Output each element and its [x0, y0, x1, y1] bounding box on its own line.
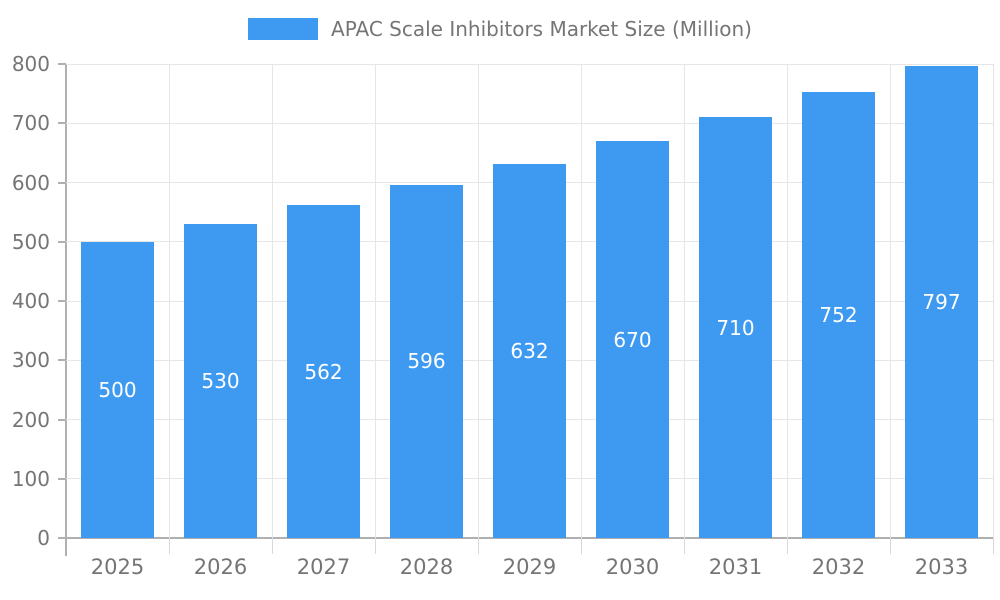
bar-2027[interactable]: 562 — [287, 205, 360, 538]
bar-value-label: 710 — [716, 315, 755, 340]
x-axis-tick — [374, 538, 376, 554]
y-axis-tick — [58, 63, 66, 65]
bar-value-label: 797 — [922, 289, 961, 314]
x-axis-tick — [168, 538, 170, 554]
x-gridline — [271, 64, 273, 538]
y-axis-tick — [58, 122, 66, 125]
x-gridline — [374, 64, 376, 538]
legend-swatch-icon — [248, 18, 319, 40]
x-gridline — [786, 64, 788, 538]
x-axis-tick — [992, 538, 994, 554]
x-gridline — [683, 64, 685, 538]
x-axis-label: 2030 — [605, 555, 660, 579]
x-axis-tick — [580, 538, 582, 554]
y-axis-line — [65, 64, 67, 556]
bar-value-label: 670 — [613, 327, 652, 352]
legend-label: APAC Scale Inhibitors Market Size (Milli… — [331, 17, 752, 41]
bar-value-label: 752 — [819, 303, 858, 328]
x-gridline — [889, 64, 891, 538]
y-axis-label: 500 — [11, 229, 50, 254]
y-axis-label: 300 — [11, 348, 50, 373]
bar-value-label: 596 — [407, 349, 446, 374]
bar-2029[interactable]: 632 — [493, 163, 566, 538]
chart-legend[interactable]: APAC Scale Inhibitors Market Size (Milli… — [0, 17, 1000, 41]
bar-value-label: 500 — [98, 377, 137, 402]
y-axis-tick — [58, 240, 66, 243]
x-axis-line — [58, 537, 993, 539]
bar-value-label: 632 — [510, 338, 549, 363]
y-axis-label: 600 — [11, 170, 50, 195]
y-gridline — [66, 63, 993, 65]
bar-value-label: 562 — [304, 359, 343, 384]
x-axis-tick — [889, 538, 891, 554]
x-gridline — [477, 64, 479, 538]
bar-2032[interactable]: 752 — [802, 92, 875, 538]
y-axis-label: 200 — [11, 407, 50, 432]
bar-2033[interactable]: 797 — [905, 65, 978, 538]
bar-value-label: 530 — [201, 368, 240, 393]
plot-area: 0 100 200 300 400 500 600 700 800 500 2025 530 2026 5… — [12, 52, 994, 579]
x-axis-label: 2028 — [399, 555, 454, 579]
y-axis-label: 0 — [37, 526, 50, 550]
y-axis-tick — [58, 359, 66, 362]
y-axis-tick — [58, 477, 66, 480]
x-gridline — [992, 64, 994, 538]
bar-2026[interactable]: 530 — [184, 223, 257, 538]
bar-2031[interactable]: 710 — [699, 117, 772, 538]
x-axis-tick — [786, 538, 788, 554]
y-axis-tick — [58, 300, 66, 302]
bar-2028[interactable]: 596 — [390, 184, 463, 538]
x-axis-label: 2027 — [296, 555, 351, 579]
x-axis-label: 2031 — [708, 555, 763, 579]
x-axis-label: 2032 — [811, 555, 866, 579]
y-axis-label: 400 — [11, 289, 50, 313]
y-axis-label: 100 — [11, 466, 50, 491]
x-axis-tick — [271, 538, 273, 554]
x-axis-tick — [477, 538, 479, 554]
y-gridline — [66, 122, 993, 124]
y-axis-label: 700 — [11, 111, 50, 136]
x-axis-tick — [683, 538, 685, 554]
x-axis-label: 2029 — [502, 555, 557, 579]
bar-2030[interactable]: 670 — [596, 141, 669, 538]
x-gridline — [580, 64, 582, 538]
bar-2025[interactable]: 500 — [81, 241, 154, 538]
x-axis-label: 2025 — [90, 555, 145, 579]
y-axis-label: 800 — [11, 52, 50, 76]
y-axis-tick — [58, 537, 66, 539]
y-axis-tick — [58, 181, 66, 184]
x-gridline — [168, 64, 170, 538]
x-axis-label: 2033 — [914, 555, 969, 579]
y-axis-tick — [58, 418, 66, 421]
x-axis-label: 2026 — [193, 555, 248, 579]
